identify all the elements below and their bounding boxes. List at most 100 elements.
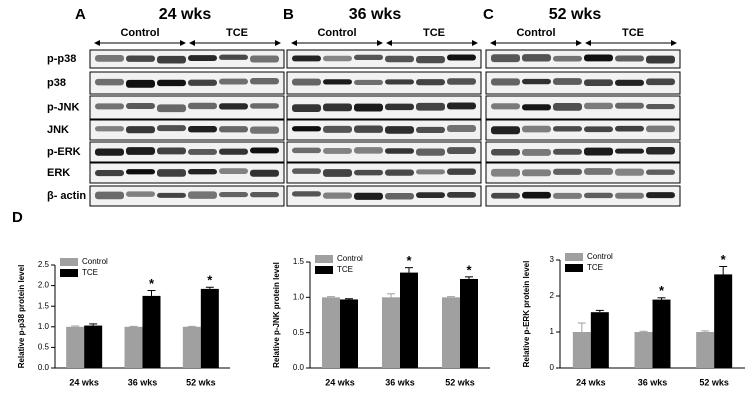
bar <box>460 278 478 368</box>
y-tick-label: 0 <box>550 363 555 372</box>
y-axis-label: Relative p-ERK protein level <box>522 261 531 368</box>
blot-band <box>416 55 445 64</box>
blot-band <box>385 55 414 63</box>
blot-band <box>354 192 383 200</box>
row-label: JNK <box>47 124 69 136</box>
blot-band <box>615 168 644 176</box>
bar <box>400 272 418 368</box>
blot-band <box>553 192 582 199</box>
blot-band <box>553 78 582 85</box>
blot-band <box>447 54 476 61</box>
blot-band <box>354 79 383 86</box>
blot-band <box>219 168 248 175</box>
blot-band <box>95 191 124 200</box>
legend-swatch <box>315 255 333 263</box>
blot-band <box>553 55 582 62</box>
blot-band <box>553 168 582 175</box>
blot-band <box>354 125 383 133</box>
y-tick-label: 2 <box>550 291 555 300</box>
blot-band <box>491 54 520 63</box>
x-tick-label: 36 wks <box>128 377 158 387</box>
blot-band <box>416 102 445 111</box>
x-tick-label: 52 wks <box>445 377 475 387</box>
blot-band <box>126 55 155 62</box>
blot-band <box>157 79 186 87</box>
blot-band <box>491 78 520 86</box>
blot-band <box>95 55 124 62</box>
x-tick-label: 24 wks <box>69 377 99 387</box>
blot-frame <box>286 162 482 184</box>
blot-band <box>95 169 124 177</box>
y-axis-label: Relative p-p38 protein level <box>17 265 26 369</box>
row-label: p-JNK <box>47 101 79 113</box>
blot-band <box>584 54 613 62</box>
blot-band <box>95 103 124 110</box>
bar <box>714 274 733 368</box>
blot-band <box>292 104 321 112</box>
blot-band <box>323 55 352 62</box>
blot-band <box>157 169 186 177</box>
group-label: TCE <box>622 27 644 39</box>
significance-marker: * <box>149 276 155 291</box>
legend-swatch <box>315 266 333 274</box>
blot-band <box>219 192 248 198</box>
blot-band <box>553 126 582 132</box>
blot-band <box>250 147 279 154</box>
y-tick-label: 1 <box>550 327 555 336</box>
blot-band <box>385 169 414 176</box>
blot-band <box>292 147 321 154</box>
blot-band <box>447 78 476 85</box>
legend-label: TCE <box>337 265 353 274</box>
blot-frame <box>286 185 482 207</box>
blot-frame <box>89 162 285 184</box>
bar <box>652 299 671 368</box>
blot-band <box>157 104 186 113</box>
blot-band <box>126 191 155 197</box>
blot-band <box>323 79 352 85</box>
blot-band <box>354 54 383 61</box>
legend-label: TCE <box>587 263 603 272</box>
x-tick-label: 36 wks <box>638 377 668 387</box>
blot-band <box>188 102 217 110</box>
x-tick-label: 52 wks <box>699 377 729 387</box>
legend-swatch <box>60 258 78 266</box>
blot-band <box>188 169 217 175</box>
blot-band <box>95 78 124 86</box>
significance-marker: * <box>406 253 412 268</box>
panel-title: 36 wks <box>349 6 402 23</box>
significance-marker: * <box>721 252 727 267</box>
blot-band <box>615 148 644 154</box>
blot-band <box>615 79 644 86</box>
blot-band <box>491 192 520 199</box>
blot-band <box>385 148 414 154</box>
blot-band <box>491 103 520 110</box>
group-label: TCE <box>226 27 248 39</box>
blot-frame <box>89 71 285 95</box>
blot-band <box>646 147 675 155</box>
blot-band <box>219 78 248 85</box>
blot-band <box>615 102 644 109</box>
bar <box>572 332 591 368</box>
blot-band <box>323 147 352 154</box>
y-tick-label: 1.0 <box>293 292 305 301</box>
blot-band <box>447 192 476 198</box>
blot-band <box>385 192 414 200</box>
blot-frame <box>89 119 285 141</box>
x-tick-label: 24 wks <box>576 377 606 387</box>
blot-band <box>646 169 675 175</box>
legend-label: Control <box>337 254 363 263</box>
significance-marker: * <box>466 262 472 277</box>
blot-frame <box>485 95 681 120</box>
blot-band <box>584 126 613 133</box>
bar <box>340 299 358 368</box>
blot-band <box>250 103 279 109</box>
blot-frame <box>286 119 482 141</box>
blot-band <box>522 191 551 199</box>
significance-marker: * <box>659 283 665 298</box>
blot-band <box>188 148 217 155</box>
blot-band <box>491 148 520 156</box>
blot-band <box>157 55 186 64</box>
legend-label: Control <box>82 257 108 266</box>
blot-frame <box>485 141 681 163</box>
blot-band <box>250 55 279 63</box>
